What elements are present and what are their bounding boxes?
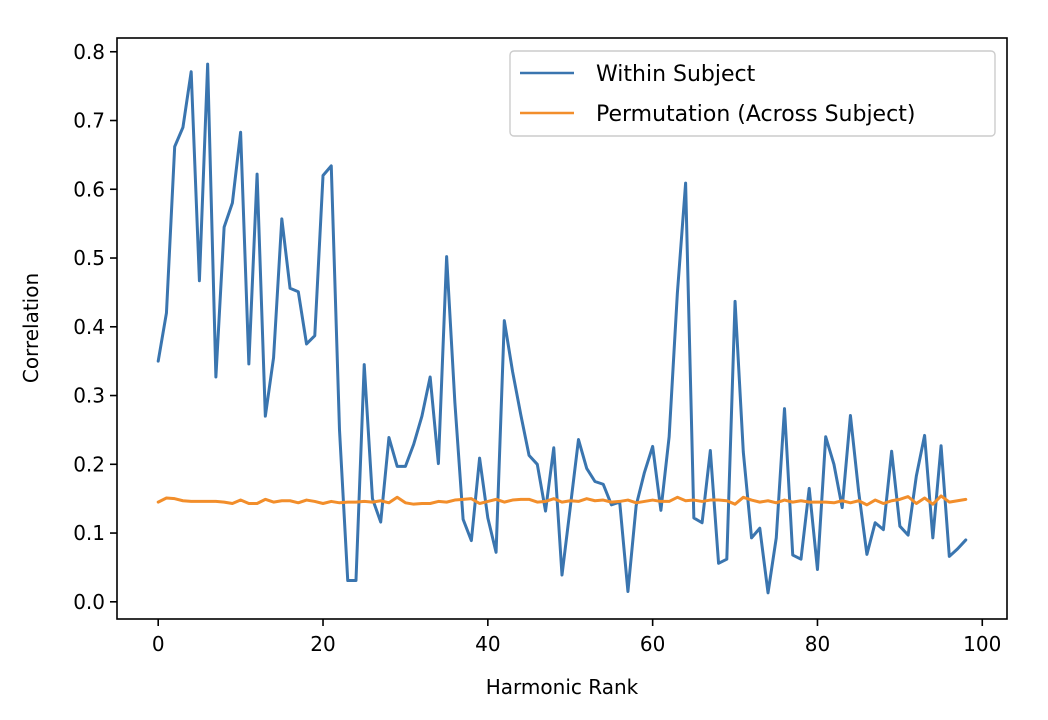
y-tick-label: 0.8	[73, 40, 105, 64]
plot-frame	[116, 37, 1008, 620]
x-tick-label: 20	[310, 632, 335, 656]
legend-frame	[509, 50, 996, 137]
x-tick-label: 60	[640, 632, 665, 656]
x-tick-label: 80	[805, 632, 830, 656]
y-tick-label: 0.4	[73, 315, 105, 339]
x-axis-label: Harmonic Rank	[486, 675, 639, 699]
y-tick-label: 0.0	[73, 590, 105, 614]
x-tick-label: 0	[152, 632, 165, 656]
y-axis: 0.0 0.1 0.2 0.3 0.4 0.5 0.6 0.7 0.8	[73, 40, 117, 614]
x-axis: 0 20 40 60 80 100	[152, 619, 1001, 656]
y-tick-label: 0.6	[73, 177, 105, 201]
y-axis-label: Correlation	[19, 273, 43, 383]
series-layer	[156, 62, 968, 595]
y-tick-label: 0.3	[73, 384, 105, 408]
x-tick-label: 100	[963, 632, 1001, 656]
y-tick-label: 0.7	[73, 109, 105, 133]
legend: Within Subject Permutation (Across Subje…	[509, 50, 996, 137]
series-line-permutation	[156, 494, 968, 507]
y-tick-label: 0.1	[73, 521, 105, 545]
y-tick-label: 0.5	[73, 246, 105, 270]
legend-label-permutation: Permutation (Across Subject)	[596, 102, 915, 127]
x-tick-label: 40	[475, 632, 500, 656]
legend-label-within-subject: Within Subject	[596, 62, 756, 87]
series-line-within-subject	[156, 62, 968, 595]
y-tick-label: 0.2	[73, 452, 105, 476]
